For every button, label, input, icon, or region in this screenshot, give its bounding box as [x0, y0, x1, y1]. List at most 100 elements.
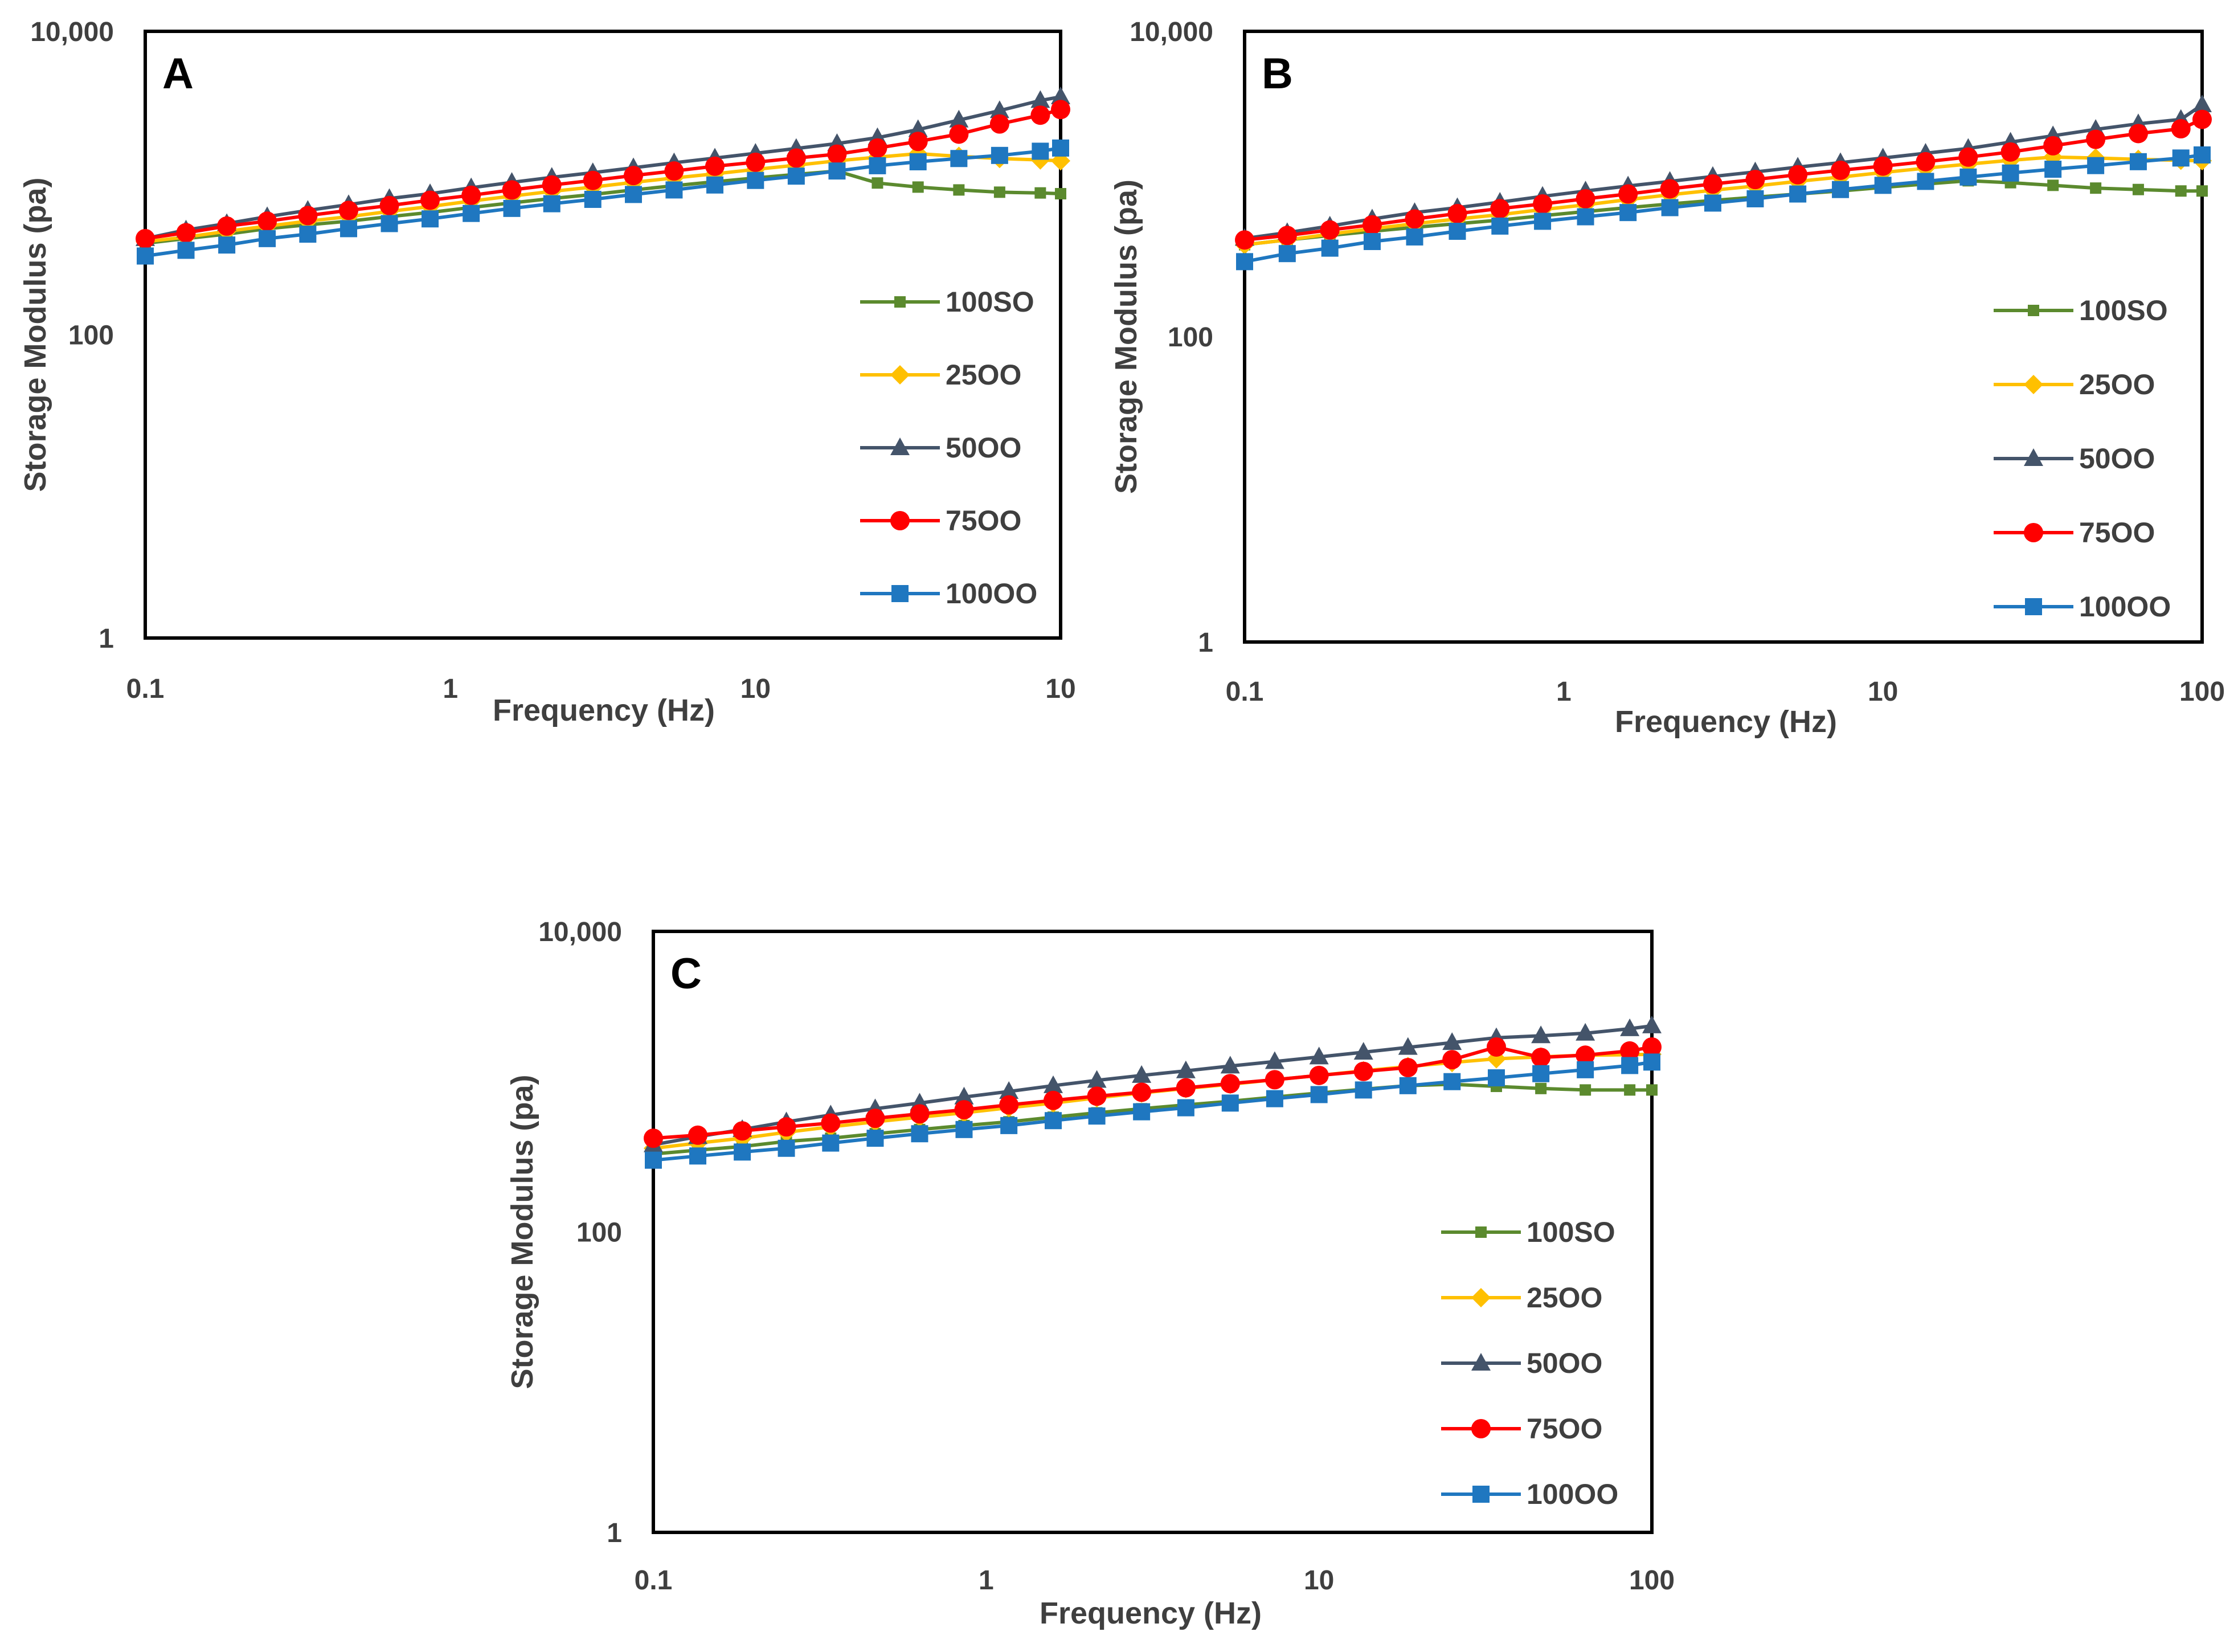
series-100oo: [137, 139, 1069, 265]
data-point-100oo: [1917, 173, 1934, 190]
chart-panel-c: C 1 100 10,000 0.1 1 10 100 Frequency (Hz) Storag…: [505, 917, 1675, 1630]
data-point-100so: [872, 177, 883, 189]
y-tick-label: 100: [576, 1218, 622, 1248]
data-point-75oo: [1486, 1037, 1506, 1057]
x-axis-title: Frequency (Hz): [1040, 1596, 1262, 1630]
data-point-100so: [1624, 1084, 1636, 1096]
data-point-50oo: [1442, 1032, 1462, 1050]
legend-swatch-marker: [891, 585, 909, 602]
x-tick-label: 0.1: [1226, 677, 1264, 707]
data-point-100oo: [463, 205, 480, 222]
series-100oo: [1236, 146, 2211, 271]
data-point-75oo: [746, 152, 766, 172]
data-point-50oo: [1353, 1042, 1373, 1060]
y-tick-label: 1: [99, 624, 114, 654]
data-point-75oo: [542, 175, 562, 195]
data-point-100oo: [1321, 239, 1339, 257]
x-tick-label: 10: [740, 674, 771, 704]
data-point-100oo: [955, 1121, 973, 1138]
data-point-75oo: [1642, 1037, 1662, 1057]
y-tick-label: 10,000: [1130, 17, 1213, 47]
data-point-100oo: [503, 199, 521, 217]
data-point-50oo: [1576, 1023, 1595, 1041]
data-point-50oo: [954, 1086, 974, 1105]
series-75oo: [644, 1037, 1662, 1148]
data-point-100oo: [1236, 253, 1253, 271]
x-tick-label: 100: [1629, 1565, 1675, 1596]
y-tick-label: 1: [1198, 628, 1213, 658]
data-point-100oo: [866, 1130, 884, 1147]
data-point-75oo: [339, 201, 359, 220]
x-axis-title: Frequency (Hz): [1615, 705, 1837, 739]
data-point-100oo: [828, 162, 846, 180]
data-point-100oo: [1052, 139, 1069, 157]
legend-swatch-marker: [2025, 598, 2042, 615]
y-tick-label: 1: [607, 1518, 622, 1548]
data-point-75oo: [1831, 160, 1851, 180]
legend-label: 75OO: [1527, 1413, 1602, 1445]
legend-label: 50OO: [1527, 1347, 1602, 1379]
data-point-100oo: [1221, 1094, 1239, 1112]
data-point-100oo: [1874, 177, 1892, 194]
data-point-75oo: [1044, 1090, 1063, 1110]
data-point-100oo: [1532, 1065, 1550, 1082]
data-point-100oo: [1704, 194, 1721, 212]
series-75oo: [1235, 109, 2212, 250]
data-point-100oo: [1355, 1081, 1372, 1099]
legend-label: 75OO: [2079, 517, 2155, 549]
x-tick-label: 0.1: [126, 674, 165, 704]
data-point-100oo: [1619, 204, 1637, 222]
data-point-75oo: [1176, 1078, 1196, 1098]
chart-panel-b: B 1 100 10,000 0.1 1 10 100 Frequency (Hz) Storag…: [1109, 17, 2225, 739]
data-point-75oo: [1030, 105, 1050, 125]
legend-label: 25OO: [2079, 369, 2155, 400]
data-point-75oo: [786, 148, 806, 168]
data-point-75oo: [420, 190, 440, 210]
data-point-100oo: [1746, 190, 1764, 207]
data-point-100oo: [1621, 1057, 1639, 1074]
legend-item-75oo: 75OO: [1441, 1413, 1602, 1445]
data-point-75oo: [624, 166, 644, 186]
data-point-100oo: [1491, 217, 1509, 235]
data-point-75oo: [1745, 170, 1765, 190]
data-point-100oo: [1363, 232, 1381, 250]
legend-swatch-marker: [2024, 375, 2043, 394]
data-point-100oo: [2002, 164, 2019, 182]
data-point-100oo: [1577, 1061, 1594, 1078]
data-point-100oo: [1278, 245, 1296, 263]
data-point-50oo: [1220, 1056, 1240, 1074]
data-point-100oo: [787, 167, 805, 185]
data-point-75oo: [1531, 1048, 1551, 1068]
data-point-100oo: [380, 215, 398, 232]
data-point-75oo: [502, 180, 522, 200]
legend-swatch-marker: [890, 365, 910, 385]
data-point-75oo: [1235, 230, 1254, 250]
data-point-100oo: [340, 220, 358, 238]
data-point-75oo: [1309, 1065, 1329, 1085]
legend-label: 25OO: [946, 359, 1021, 391]
legend-item-25oo: 25OO: [1994, 369, 2155, 400]
data-point-100oo: [625, 186, 643, 203]
data-point-100oo: [822, 1134, 840, 1152]
legend-label: 50OO: [946, 432, 1021, 464]
data-point-50oo: [999, 1081, 1019, 1099]
legend-item-100oo: 100OO: [1441, 1478, 1618, 1510]
x-axis-title: Frequency (Hz): [493, 693, 715, 727]
x-tick-label: 10: [1304, 1565, 1334, 1596]
legend-item-25oo: 25OO: [860, 359, 1021, 391]
data-point-100so: [1580, 1084, 1591, 1096]
data-point-100so: [953, 184, 965, 196]
data-point-100oo: [1266, 1090, 1283, 1107]
legend-label: 75OO: [946, 505, 1021, 537]
legend-label: 100SO: [946, 286, 1034, 318]
data-point-75oo: [733, 1121, 752, 1141]
data-point-75oo: [664, 161, 684, 181]
data-point-75oo: [2086, 129, 2106, 149]
data-point-75oo: [999, 1095, 1019, 1115]
data-point-50oo: [908, 119, 928, 137]
data-point-100oo: [1032, 142, 1049, 160]
legend-label: 100OO: [2079, 591, 2171, 623]
data-point-50oo: [1398, 1037, 1418, 1055]
data-point-100oo: [1310, 1086, 1328, 1103]
data-point-100so: [1055, 188, 1066, 200]
